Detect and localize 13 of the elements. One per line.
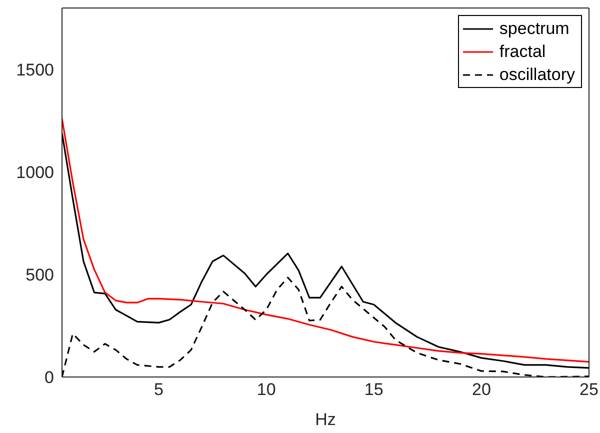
- y-tick-label: 500: [26, 266, 54, 285]
- x-axis-title: Hz: [315, 410, 336, 429]
- x-tick-label: 10: [256, 380, 276, 400]
- y-tick-label: 1500: [16, 60, 54, 80]
- legend-label: fractal: [499, 41, 546, 63]
- legend-label: oscillatory: [499, 64, 575, 86]
- legend-label: spectrum: [499, 18, 570, 40]
- x-tick-label: 15: [364, 380, 384, 400]
- y-tick-label: 1000: [16, 163, 54, 182]
- y-tick-label: 0: [44, 368, 54, 388]
- x-tick-label: 5: [154, 380, 164, 400]
- x-tick-label: 20: [472, 380, 491, 400]
- x-tick-label: 25: [580, 380, 598, 400]
